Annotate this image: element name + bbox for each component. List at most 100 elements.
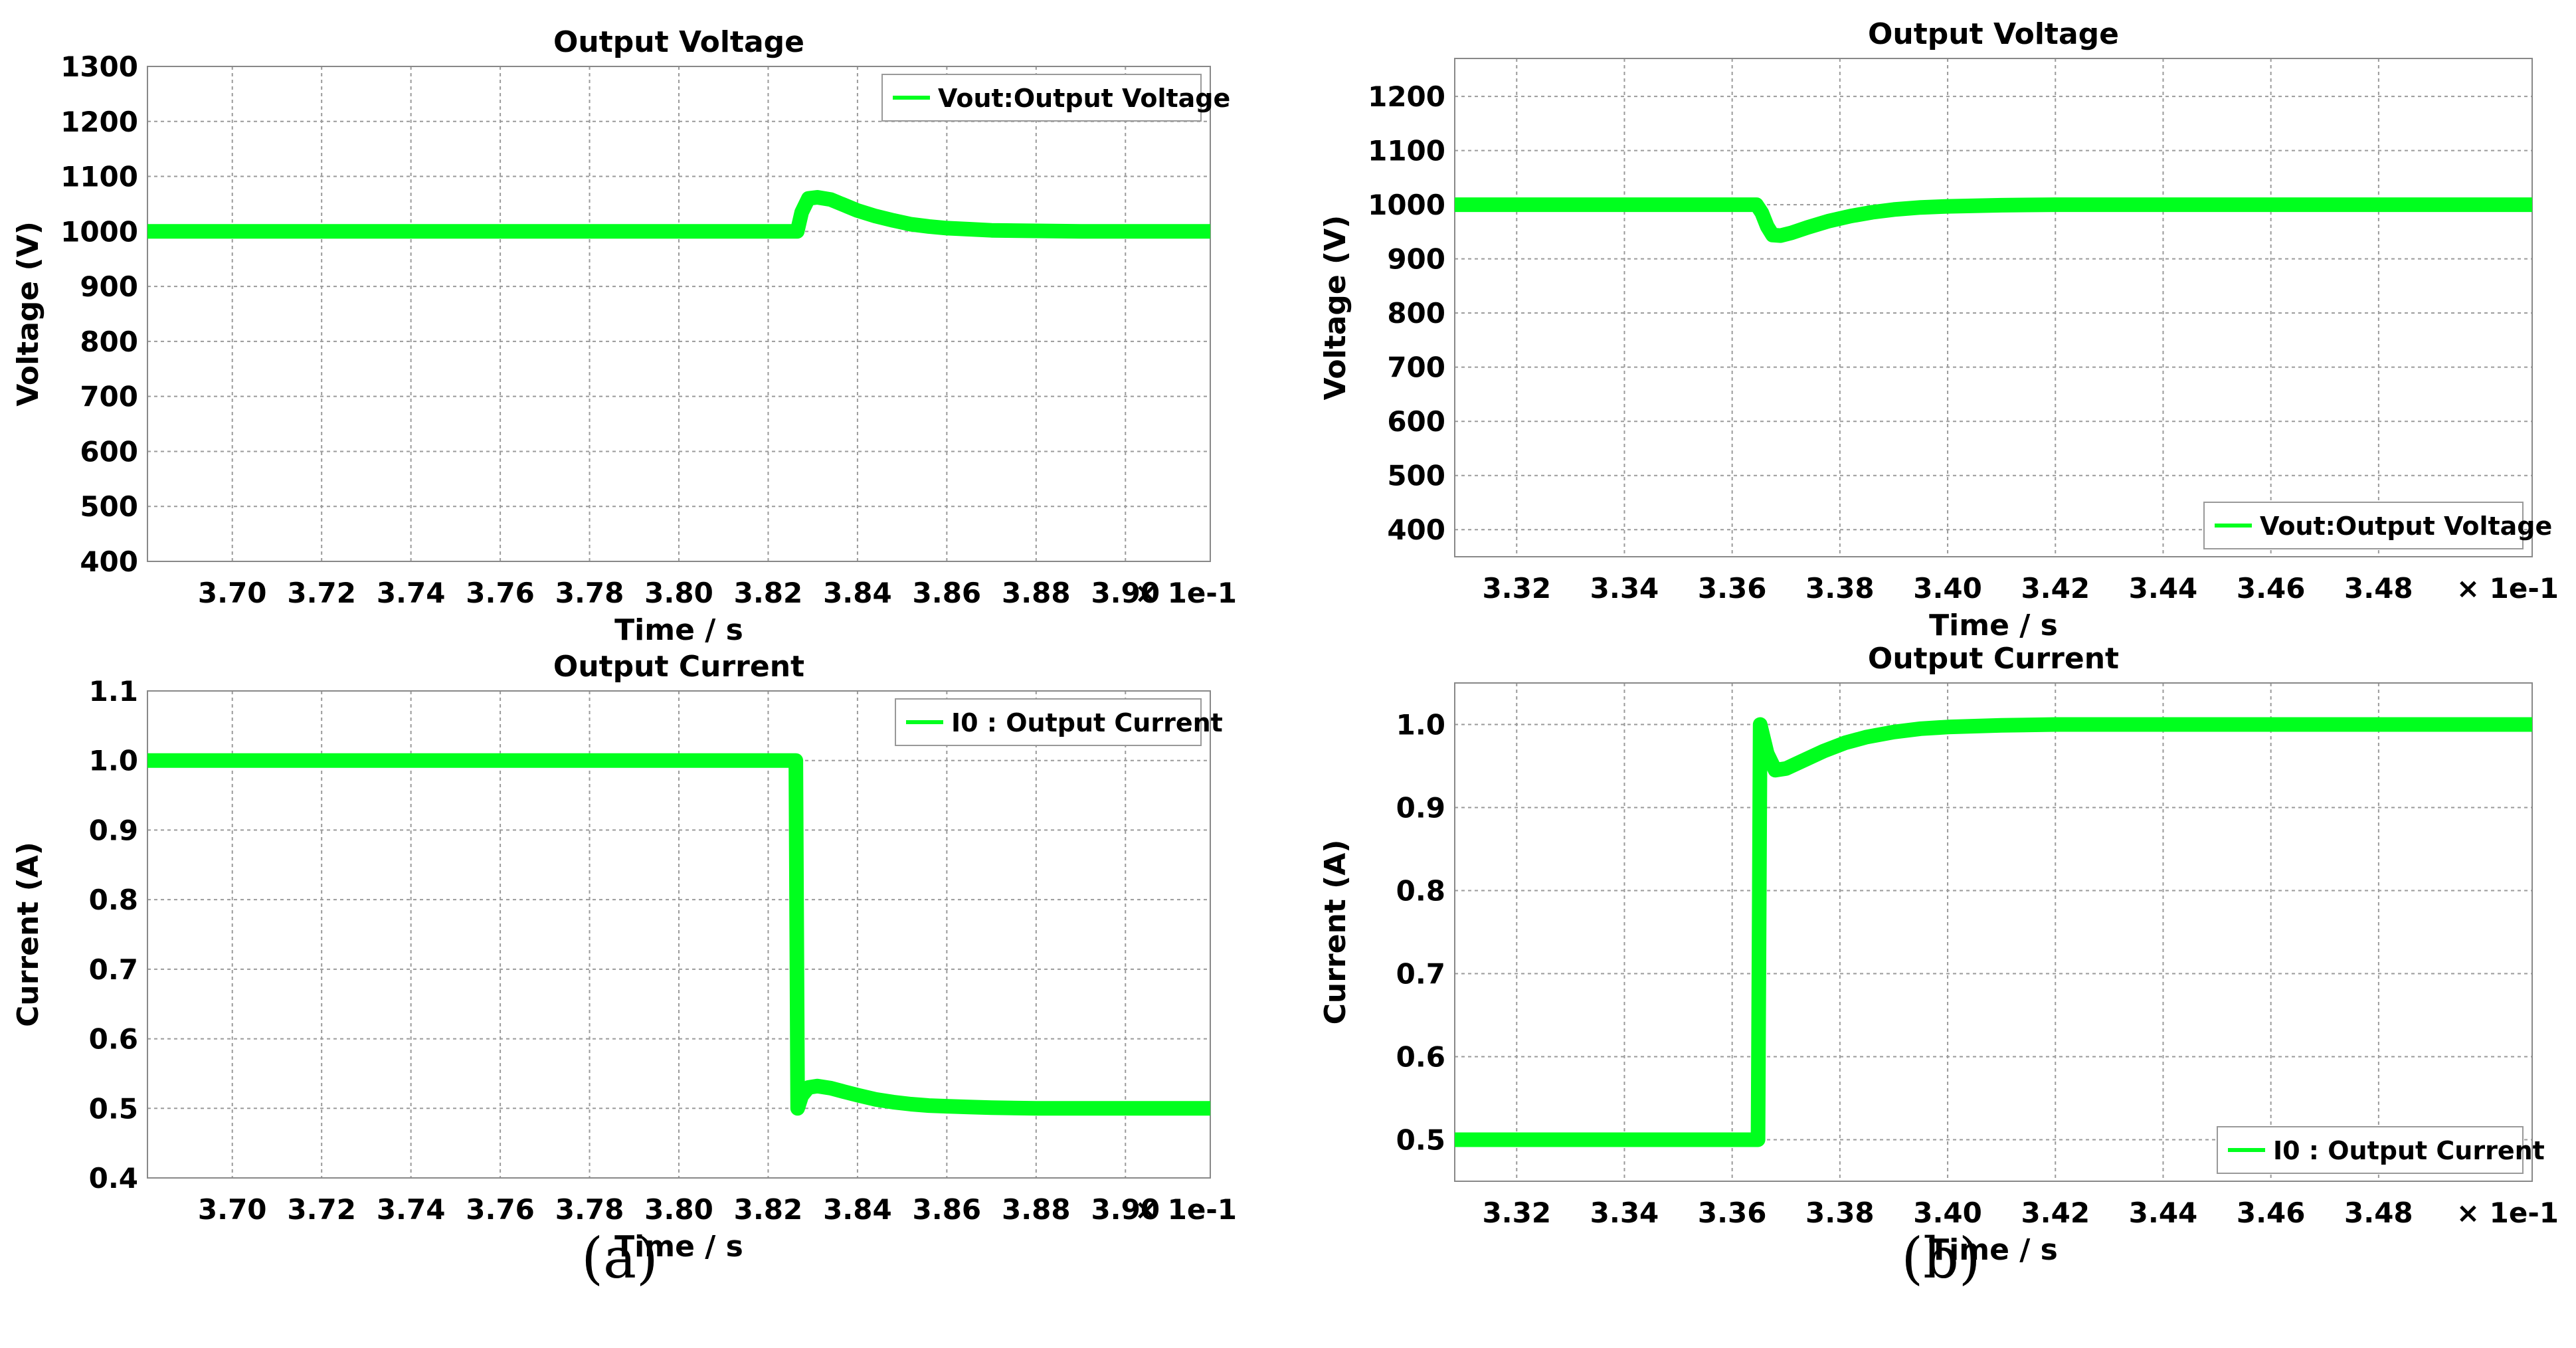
y-tick-label: 0.6 [89, 1023, 138, 1056]
y-tick-label: 1000 [1368, 189, 1445, 221]
x-tick-label: 3.48 [2344, 1197, 2413, 1229]
series-line [147, 753, 1210, 1116]
chart-2: 3.32 3.34 3.36 3.38 3.40 3.42 3.44 3.46 3.48 400 5… [1319, 17, 2559, 642]
x-tick-label: 3.48 [2344, 572, 2413, 605]
x-multiplier: × 1e-1 [2456, 572, 2559, 605]
y-tick-label: 400 [80, 545, 138, 578]
y-tick-label: 1.1 [89, 675, 138, 708]
y-tick-label: 800 [1387, 297, 1445, 330]
y-tick-label: 900 [1387, 243, 1445, 276]
y-tick-label: 0.5 [89, 1092, 138, 1125]
x-tick-label: 3.84 [823, 577, 892, 609]
y-axis-label: Voltage (V) [1319, 215, 1352, 401]
x-tick-label: 3.42 [2021, 1197, 2090, 1229]
x-tick-label: 3.80 [644, 577, 713, 609]
chart-title: Output Voltage [1868, 17, 2119, 51]
x-tick-label: 3.34 [1590, 1197, 1659, 1229]
legend-label: Vout:Output Voltage [938, 84, 1230, 113]
plot-frame [147, 66, 1211, 562]
x-tick-label: 3.76 [466, 577, 535, 609]
y-axis-label: Current (A) [1319, 840, 1352, 1025]
x-tick-label: 3.80 [644, 1193, 713, 1226]
x-tick-label: 3.70 [198, 577, 267, 609]
x-tick-label: 3.46 [2237, 572, 2306, 605]
y-tick-label: 600 [80, 435, 138, 468]
x-tick-label: 3.46 [2237, 1197, 2306, 1229]
x-axis-label: Time / s [1929, 1233, 2058, 1267]
x-tick-label: 3.72 [287, 577, 356, 609]
x-axis-label: Time / s [614, 613, 743, 647]
x-tick-label: 3.74 [377, 577, 446, 609]
y-tick-label: 1000 [60, 215, 138, 248]
x-tick-label: 3.70 [198, 1193, 267, 1226]
plot-frame [147, 690, 1211, 1179]
legend-label: Vout:Output Voltage [2260, 512, 2552, 541]
x-tick-label: 3.90 [1091, 1193, 1160, 1226]
y-tick-label: 0.4 [89, 1162, 138, 1195]
legend-label: I0 : Output Current [951, 708, 1223, 737]
x-tick-label: 3.82 [734, 577, 803, 609]
chart-title: Output Current [1868, 642, 2119, 676]
legend-box [2217, 1126, 2524, 1174]
y-tick-label: 0.9 [89, 814, 138, 846]
legend-box [2203, 502, 2524, 549]
series-line [147, 190, 1210, 239]
x-tick-label: 3.36 [1698, 572, 1767, 605]
x-tick-label: 3.40 [1913, 1197, 1982, 1229]
y-tick-label: 700 [80, 381, 138, 413]
y-tick-label: 500 [80, 490, 138, 523]
x-multiplier: × 1e-1 [2456, 1197, 2559, 1229]
y-tick-label: 1100 [1368, 135, 1445, 167]
y-tick-label: 0.8 [1396, 875, 1445, 908]
y-tick-label: 1200 [1368, 80, 1445, 113]
x-tick-label: 3.78 [555, 577, 624, 609]
y-tick-label: 0.5 [1396, 1124, 1445, 1157]
y-axis-label: Current (A) [11, 842, 45, 1027]
y-tick-label: 0.8 [89, 884, 138, 916]
plot-frame [1454, 682, 2533, 1182]
chart-4: 3.32 3.34 3.36 3.38 3.40 3.42 3.44 3.46 3.48 0.5 0… [1319, 642, 2559, 1267]
x-tick-label: 3.72 [287, 1193, 356, 1226]
x-tick-label: 3.74 [377, 1193, 446, 1226]
x-tick-label: 3.38 [1805, 1197, 1875, 1229]
x-tick-label: 3.42 [2021, 572, 2090, 605]
y-tick-label: 400 [1387, 514, 1445, 546]
x-tick-label: 3.32 [1482, 1197, 1551, 1229]
x-tick-label: 3.86 [913, 1193, 982, 1226]
x-tick-label: 3.34 [1590, 572, 1659, 605]
y-tick-label: 1.0 [89, 745, 138, 777]
x-tick-label: 3.36 [1698, 1197, 1767, 1229]
chart-1: 3.70 3.72 3.74 3.76 3.78 3.80 3.82 3.84 3.86 3.88… [11, 25, 1237, 647]
chart-title: Output Current [553, 650, 804, 684]
x-tick-label: 3.90 [1091, 577, 1160, 609]
y-tick-label: 1.0 [1396, 709, 1445, 741]
x-tick-label: 3.38 [1805, 572, 1875, 605]
y-tick-label: 1100 [60, 161, 138, 193]
x-tick-label: 3.44 [2129, 1197, 2198, 1229]
x-tick-label: 3.82 [734, 1193, 803, 1226]
x-axis-label: Time / s [614, 1230, 743, 1264]
x-multiplier: × 1e-1 [1135, 577, 1237, 609]
y-tick-label: 0.7 [89, 953, 138, 986]
panel-label-a: (a) [581, 1226, 658, 1291]
x-axis-label: Time / s [1929, 609, 2058, 642]
x-tick-label: 3.86 [913, 577, 982, 609]
y-tick-label: 700 [1387, 351, 1445, 384]
x-tick-label: 3.84 [823, 1193, 892, 1226]
y-tick-label: 0.9 [1396, 792, 1445, 824]
legend-label: I0 : Output Current [2273, 1136, 2545, 1165]
x-tick-label: 3.40 [1913, 572, 1982, 605]
panel-label-b: (b) [1901, 1226, 1981, 1291]
legend-box [895, 698, 1202, 746]
chart-title: Output Voltage [553, 25, 804, 59]
series-line [1455, 717, 2532, 1147]
y-tick-label: 1300 [60, 50, 138, 83]
x-tick-label: 3.32 [1482, 572, 1551, 605]
x-tick-label: 3.88 [1002, 1193, 1071, 1226]
y-tick-label: 1200 [60, 106, 138, 138]
y-tick-label: 800 [80, 326, 138, 358]
x-multiplier: × 1e-1 [1135, 1193, 1237, 1226]
y-tick-label: 500 [1387, 460, 1445, 492]
series-line [1455, 197, 2532, 243]
